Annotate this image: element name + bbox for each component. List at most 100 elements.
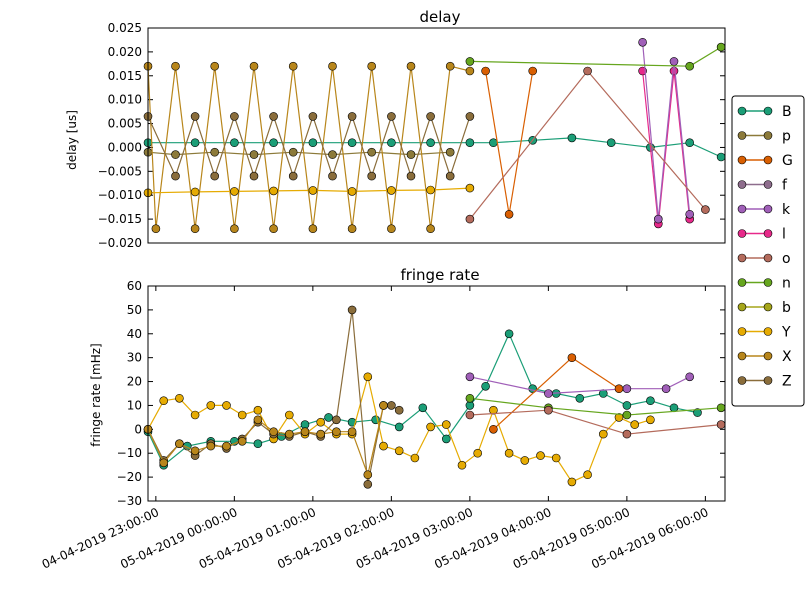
- legend-marker-f: [737, 180, 747, 189]
- data-point-Y: [387, 186, 396, 195]
- data-point-Z: [367, 171, 377, 181]
- data-point-B: [308, 138, 318, 147]
- data-point-Z: [171, 171, 180, 181]
- data-point-o: [465, 410, 475, 420]
- legend-marker-G: [763, 155, 773, 165]
- data-point-X: [206, 441, 216, 451]
- data-point-k: [638, 37, 647, 47]
- legend-label-B: B: [782, 104, 792, 120]
- series-line-n: [469, 397, 722, 416]
- data-point-k: [653, 214, 663, 224]
- y-tick-label: 30: [127, 351, 142, 365]
- legend-marker-n: [763, 278, 773, 287]
- data-point-o: [716, 420, 726, 429]
- data-point-p: [249, 150, 259, 159]
- data-point-B: [465, 401, 475, 410]
- data-point-X: [347, 427, 357, 437]
- data-point-Y: [457, 460, 467, 470]
- data-point-Y: [222, 401, 231, 410]
- delay-panel: delay delay [us] 0.0250.0200.0150.0100.0…: [65, 8, 726, 250]
- data-point-X: [379, 401, 388, 410]
- data-point-p: [328, 150, 337, 159]
- data-point-B: [575, 393, 585, 403]
- legend-marker-o: [763, 253, 773, 263]
- data-point-k: [661, 384, 671, 394]
- data-point-Z: [465, 112, 475, 121]
- data-point-Y: [175, 393, 184, 403]
- legend-marker-Z: [737, 376, 747, 385]
- data-point-Z: [394, 405, 404, 415]
- data-point-G: [528, 66, 538, 76]
- data-point-B: [394, 422, 404, 432]
- data-point-B: [347, 417, 357, 427]
- data-point-G: [614, 384, 624, 394]
- data-point-X: [253, 415, 263, 425]
- data-point-Y: [190, 410, 200, 420]
- data-point-Z: [387, 112, 396, 121]
- legend-label-Y: Y: [781, 325, 791, 341]
- legend-marker-B: [763, 106, 773, 116]
- data-point-B: [685, 138, 695, 147]
- fringe-rate-series: [143, 305, 726, 489]
- data-point-p: [210, 147, 219, 157]
- data-point-X: [151, 224, 161, 233]
- data-point-B: [230, 138, 239, 147]
- legend-marker-o: [737, 253, 747, 263]
- legend-marker-G: [737, 155, 747, 165]
- data-point-n: [465, 57, 475, 66]
- data-point-B: [324, 413, 333, 422]
- data-point-B: [300, 420, 310, 429]
- data-point-B: [481, 381, 490, 391]
- data-point-Y: [363, 372, 373, 382]
- data-point-X: [332, 427, 341, 437]
- data-point-n: [465, 393, 475, 403]
- data-point-X: [347, 224, 357, 233]
- data-point-Z: [406, 171, 416, 181]
- legend-marker-l: [763, 229, 773, 238]
- data-point-Y: [410, 453, 420, 463]
- data-point-B: [716, 152, 726, 162]
- data-point-Y: [379, 441, 388, 451]
- data-point-B: [646, 396, 655, 406]
- data-point-k: [465, 372, 475, 382]
- data-point-Y: [230, 187, 239, 196]
- y-tick-label: 0: [134, 422, 142, 436]
- data-point-B: [504, 329, 514, 339]
- data-point-G: [504, 210, 514, 219]
- legend-marker-b: [737, 302, 747, 312]
- data-point-B: [693, 408, 702, 417]
- y-tick-label: 0.005: [108, 117, 142, 131]
- legend-marker-k: [763, 204, 773, 214]
- legend-marker-k: [737, 204, 747, 214]
- data-point-Y: [536, 451, 545, 460]
- data-point-X: [445, 61, 455, 71]
- y-tick-label: −30: [117, 494, 142, 508]
- series-line-X: [147, 405, 385, 476]
- data-point-X: [367, 61, 377, 71]
- series-line-B: [148, 137, 722, 158]
- fringe-rate-panel-title: fringe rate: [400, 266, 479, 284]
- data-point-B: [567, 133, 577, 143]
- delay-y-ticks: 0.025 0.020 0.015 0.010 0.005 0.000 −0.005 −0.0…: [98, 21, 725, 250]
- y-tick-label: 10: [127, 398, 142, 412]
- data-point-X: [171, 61, 180, 71]
- data-point-B: [190, 138, 200, 147]
- fringe-rate-y-axis-label: fringe rate [mHz]: [89, 343, 103, 446]
- legend-marker-p: [763, 131, 773, 140]
- delay-series: [143, 37, 726, 233]
- legend-label-l: l: [782, 227, 786, 243]
- legend-marker-p: [737, 131, 747, 140]
- y-tick-label: −0.010: [98, 188, 142, 202]
- data-point-Y: [473, 448, 483, 458]
- data-point-G: [481, 66, 490, 76]
- data-point-Z: [190, 112, 200, 121]
- legend-box: [731, 95, 805, 407]
- legend-label-X: X: [782, 349, 792, 365]
- data-point-X: [465, 66, 475, 76]
- legend-label-Z: Z: [782, 374, 792, 390]
- delay-y-axis-label: delay [us]: [65, 110, 79, 170]
- legend-label-p: p: [782, 129, 791, 145]
- delay-plot-frame: [147, 27, 726, 244]
- data-point-X: [269, 224, 278, 233]
- y-tick-label: 40: [127, 327, 142, 341]
